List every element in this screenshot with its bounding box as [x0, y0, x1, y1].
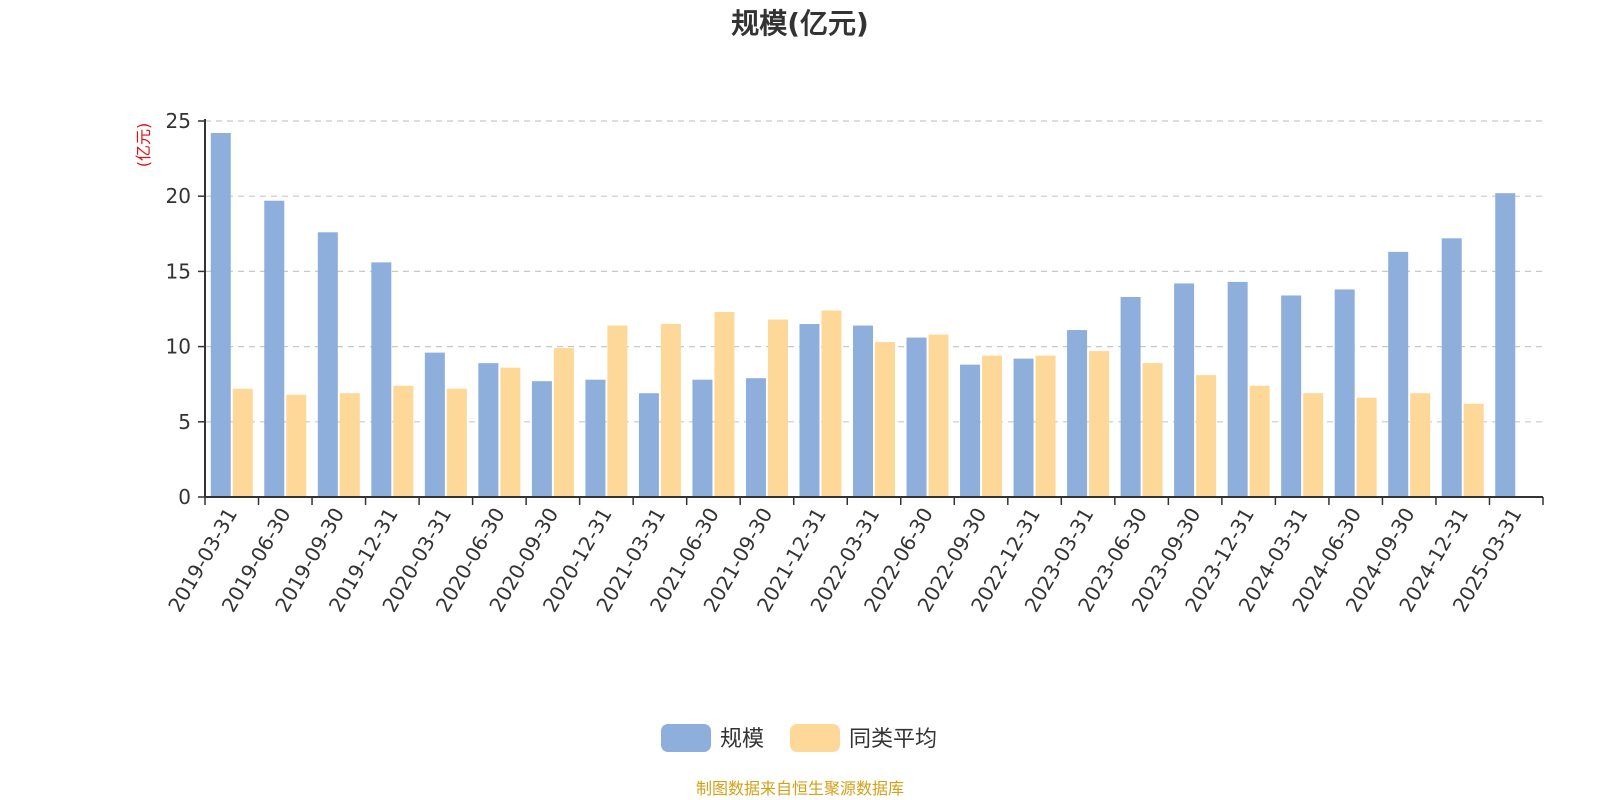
- axes: [204, 119, 1543, 498]
- bar-peer-avg-2024-09-30[interactable]: [1410, 393, 1431, 497]
- bar-scale-2023-09-30[interactable]: [1174, 283, 1195, 497]
- bar-scale-2021-06-30[interactable]: [692, 379, 713, 497]
- bar-peer-avg-2022-09-30[interactable]: [982, 355, 1003, 497]
- bar-peer-avg-2021-12-31[interactable]: [821, 310, 842, 497]
- y-axis-label: (亿元): [134, 123, 153, 168]
- y-tick-label: 10: [166, 335, 191, 359]
- bar-scale-2022-12-31[interactable]: [1013, 358, 1034, 497]
- y-tick-label: 5: [178, 410, 191, 434]
- bar-peer-avg-2023-12-31[interactable]: [1249, 385, 1270, 497]
- bar-scale-2024-09-30[interactable]: [1388, 251, 1409, 497]
- bar-scale-2024-12-31[interactable]: [1441, 238, 1462, 497]
- bar-scale-2024-06-30[interactable]: [1334, 289, 1355, 497]
- bar-peer-avg-2019-09-30[interactable]: [339, 393, 360, 497]
- bar-peer-avg-2019-06-30[interactable]: [286, 394, 307, 497]
- bars: [210, 133, 1516, 498]
- bar-scale-2023-03-31[interactable]: [1067, 330, 1088, 497]
- bar-peer-avg-2022-03-31[interactable]: [875, 342, 895, 497]
- y-tick-label: 0: [178, 485, 191, 509]
- bar-scale-2019-09-30[interactable]: [317, 232, 338, 497]
- bar-scale-2021-09-30[interactable]: [745, 378, 766, 497]
- y-tick-label: 15: [166, 259, 191, 283]
- bar-scale-2019-06-30[interactable]: [264, 200, 285, 497]
- legend-label-1[interactable]: 同类平均: [849, 727, 937, 752]
- bar-peer-avg-2024-06-30[interactable]: [1356, 397, 1377, 497]
- bar-scale-2025-03-31[interactable]: [1495, 193, 1516, 497]
- legend-swatch-0[interactable]: [661, 724, 711, 752]
- y-axis-ticks: 0 5 10 15 20 25: [166, 109, 205, 509]
- bar-peer-avg-2020-12-31[interactable]: [607, 325, 628, 497]
- chart-title: 规模(亿元): [731, 7, 869, 40]
- bar-scale-2023-12-31[interactable]: [1227, 281, 1248, 497]
- bar-peer-avg-2019-12-31[interactable]: [393, 385, 414, 497]
- bar-peer-avg-2022-12-31[interactable]: [1035, 355, 1056, 497]
- bar-scale-2024-03-31[interactable]: [1281, 295, 1302, 497]
- bar-peer-avg-2024-03-31[interactable]: [1303, 393, 1324, 497]
- bar-peer-avg-2021-06-30[interactable]: [714, 312, 735, 497]
- bar-peer-avg-2020-09-30[interactable]: [553, 348, 574, 497]
- x-axis-ticks: 2019-03-312019-06-302019-09-302019-12-31…: [163, 497, 1544, 616]
- bar-peer-avg-2019-03-31[interactable]: [232, 388, 253, 497]
- legend-label-0[interactable]: 规模: [720, 727, 764, 752]
- bar-scale-2020-09-30[interactable]: [531, 381, 552, 497]
- bar-peer-avg-2021-09-30[interactable]: [767, 319, 788, 497]
- bar-peer-avg-2022-06-30[interactable]: [928, 334, 949, 497]
- bar-peer-avg-2023-09-30[interactable]: [1196, 375, 1217, 497]
- bar-peer-avg-2023-03-31[interactable]: [1089, 351, 1110, 497]
- bar-peer-avg-2024-12-31[interactable]: [1463, 403, 1484, 497]
- bar-peer-avg-2020-03-31[interactable]: [446, 388, 467, 497]
- bar-scale-2022-09-30[interactable]: [960, 364, 981, 497]
- source-note: 制图数据来自恒生聚源数据库: [696, 779, 904, 798]
- bar-scale-2021-03-31[interactable]: [638, 393, 659, 497]
- bar-scale-2022-03-31[interactable]: [853, 325, 873, 497]
- bar-scale-2020-06-30[interactable]: [478, 363, 499, 497]
- bar-scale-2022-06-30[interactable]: [906, 337, 927, 497]
- bar-scale-2021-12-31[interactable]: [799, 324, 820, 497]
- bar-scale-2020-03-31[interactable]: [424, 352, 445, 497]
- bar-scale-2019-03-31[interactable]: [210, 133, 231, 498]
- legend[interactable]: 规模 同类平均: [661, 724, 937, 752]
- y-tick-label: 20: [166, 184, 191, 208]
- bar-scale-2020-12-31[interactable]: [585, 379, 606, 497]
- bar-peer-avg-2020-06-30[interactable]: [500, 367, 521, 497]
- bar-peer-avg-2021-03-31[interactable]: [660, 324, 681, 497]
- bar-scale-2019-12-31[interactable]: [371, 262, 392, 497]
- legend-swatch-1[interactable]: [790, 724, 840, 752]
- bar-peer-avg-2023-06-30[interactable]: [1142, 363, 1163, 497]
- y-tick-label: 25: [166, 109, 191, 133]
- bar-scale-2023-06-30[interactable]: [1120, 296, 1141, 497]
